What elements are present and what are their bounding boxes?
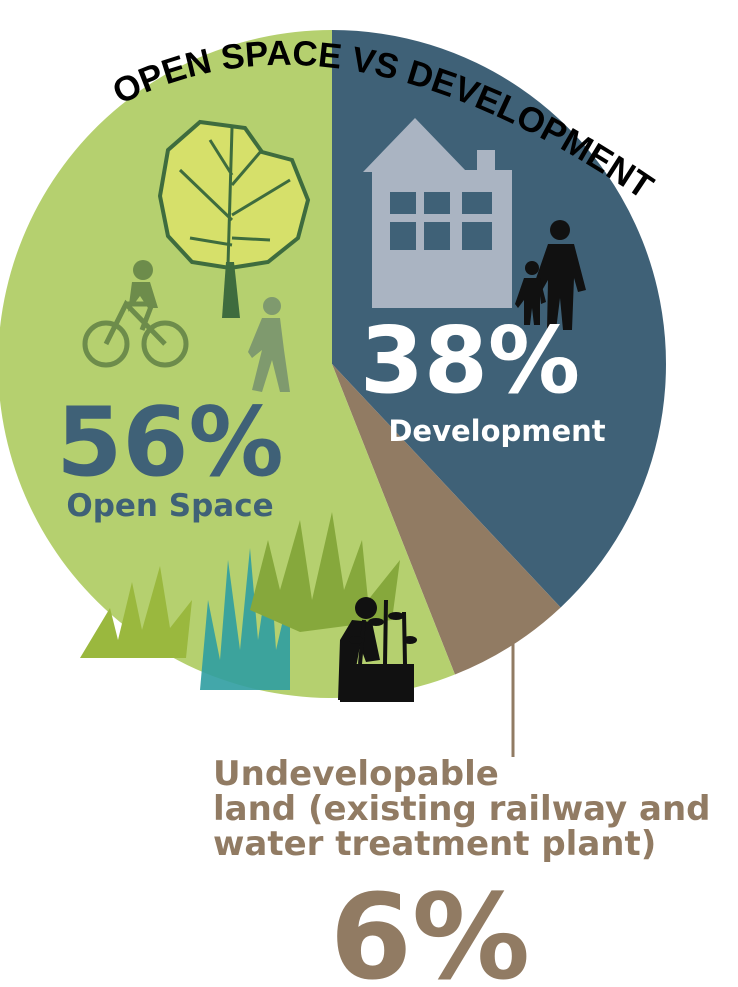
pie-slice-undevelopable <box>332 364 561 675</box>
pie-slice-open <box>0 30 455 698</box>
open-space-label: Open Space <box>66 488 273 524</box>
open-space-percent: 56% <box>56 388 283 498</box>
family-icon <box>515 220 586 330</box>
cyclist-icon <box>82 260 189 368</box>
tree-icon <box>157 119 311 318</box>
walker-icon <box>248 297 290 392</box>
undevelopable-label-line3: water treatment plant) <box>213 824 656 864</box>
development-label: Development <box>388 414 605 448</box>
development-percent: 38% <box>360 307 580 414</box>
undevelopable-label-line2: land (existing railway and <box>213 789 711 829</box>
undevelopable-percent: 6% <box>330 868 530 987</box>
gardener-icon <box>338 597 417 702</box>
house-icon <box>363 118 512 308</box>
undevelopable-label-line1: Undevelopable <box>213 754 499 794</box>
